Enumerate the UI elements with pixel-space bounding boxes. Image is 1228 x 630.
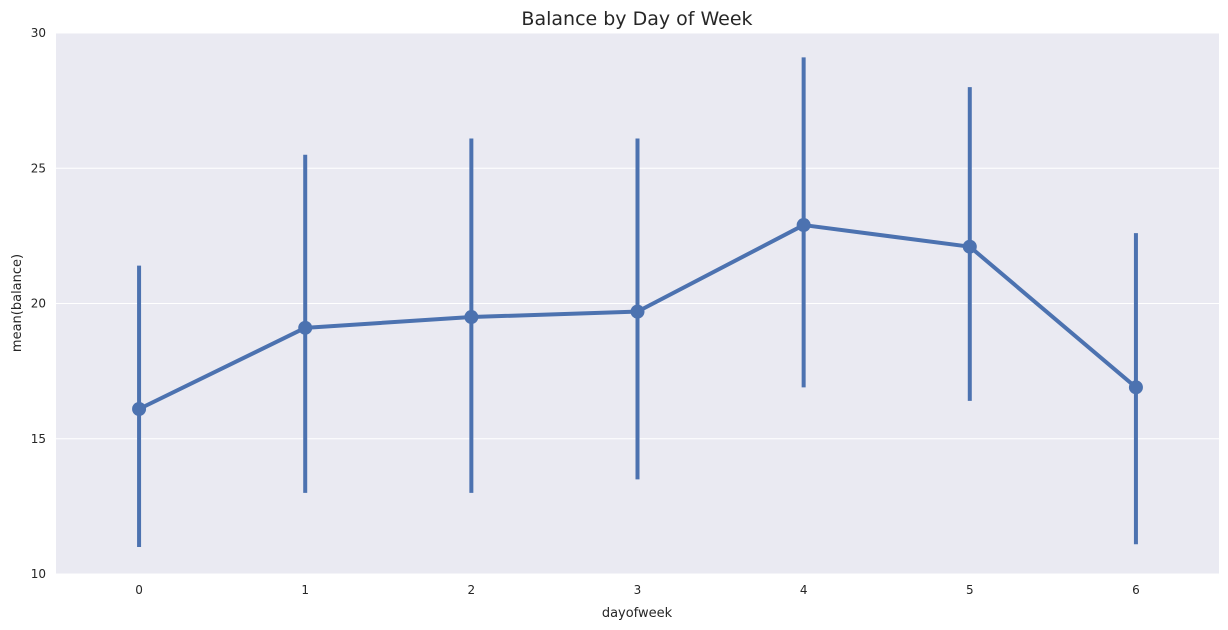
chart-title: Balance by Day of Week [521, 8, 752, 30]
x-tick-label-5: 5 [966, 583, 974, 597]
x-tick-label-2: 2 [468, 583, 476, 597]
data-point-3 [630, 304, 645, 319]
x-tick-label-4: 4 [800, 583, 808, 597]
y-axis-ticks: 10 15 20 25 30 [31, 26, 46, 581]
data-point-1 [298, 320, 313, 335]
y-tick-label-30: 30 [31, 26, 46, 40]
x-axis-title: dayofweek [602, 606, 673, 621]
x-axis-ticks: 0 1 2 3 4 5 6 [135, 583, 1139, 597]
y-tick-label-20: 20 [31, 297, 46, 311]
data-points [132, 218, 1143, 416]
x-tick-label-3: 3 [634, 583, 642, 597]
data-point-0 [132, 401, 147, 416]
y-tick-label-10: 10 [31, 567, 46, 581]
x-tick-label-0: 0 [135, 583, 143, 597]
y-tick-label-25: 25 [31, 161, 46, 175]
data-point-4 [796, 218, 811, 233]
x-tick-label-6: 6 [1132, 583, 1140, 597]
y-axis-title: mean(balance) [10, 254, 25, 352]
data-point-2 [464, 310, 479, 325]
y-tick-label-15: 15 [31, 432, 46, 446]
x-tick-label-1: 1 [301, 583, 309, 597]
data-point-5 [962, 239, 977, 254]
data-point-6 [1128, 380, 1143, 395]
